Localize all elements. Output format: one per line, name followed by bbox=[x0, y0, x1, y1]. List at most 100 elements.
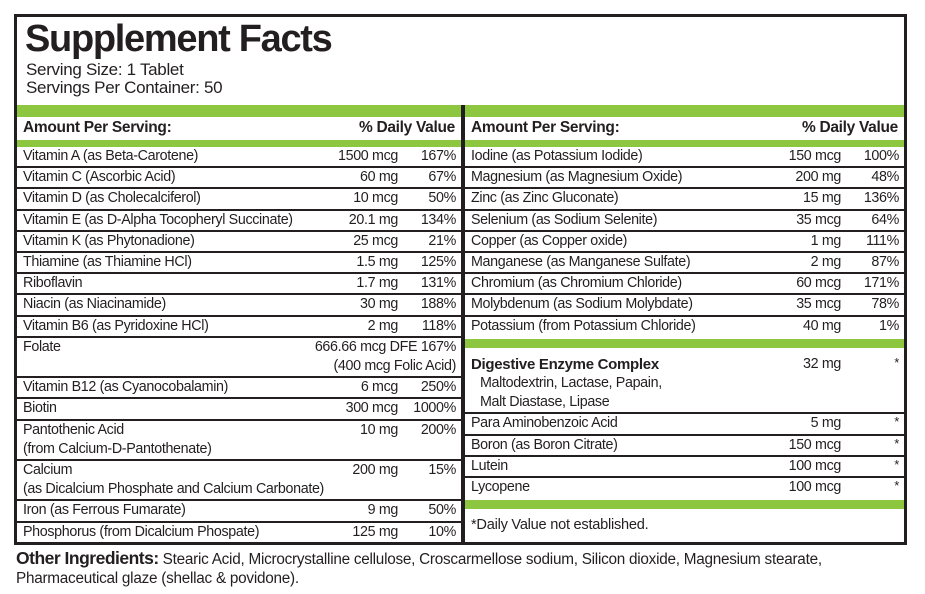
nutrient-daily-value: * bbox=[894, 435, 899, 451]
nutrient-row-line: Zinc (as Zinc Gluconate) 15 mg 136% bbox=[471, 189, 899, 208]
nutrient-row: Folate 666.66 mcg DFE 167% (400 mcg Folic … bbox=[17, 338, 461, 379]
nutrient-amount: 60 mcg bbox=[796, 275, 841, 292]
nutrient-daily-value: * bbox=[894, 478, 899, 494]
nutrient-daily-value: * bbox=[894, 414, 899, 430]
nutrient-row: Vitamin B12 (as Cyanocobalamin) 6 mcg 250% bbox=[17, 378, 461, 400]
nutrient-name: Copper (as Copper oxide) bbox=[471, 232, 628, 249]
nutrient-name: Selenium (as Sodium Selenite) bbox=[471, 211, 658, 228]
other-ingredients-label: Other Ingredients: bbox=[16, 548, 159, 568]
nutrient-row: Potassium (from Potassium Chloride) 40 mg… bbox=[465, 317, 904, 336]
nutrient-daily-value: 100% bbox=[863, 148, 900, 164]
nutrient-row: Thiamine (as Thiamine HCl) 1.5 mg 125% bbox=[17, 253, 461, 275]
nutrient-amount: 1.5 mg bbox=[356, 254, 398, 271]
serving-size-line: Serving Size: 1 Tablet bbox=[26, 60, 184, 79]
nutrient-name: Vitamin A (as Beta-Carotene) bbox=[23, 148, 199, 164]
nutrient-row-line: Boron (as Boron Citrate) 150 mcg * bbox=[471, 436, 899, 455]
nutrient-subtext: (400 mcg Folic Acid) bbox=[333, 358, 456, 375]
nutrient-daily-value: 1000% bbox=[413, 400, 456, 417]
nutrient-amount: 10 mcg bbox=[353, 190, 398, 207]
nutrient-row-line: Vitamin E (as D-Alpha Tocopheryl Succina… bbox=[23, 211, 456, 230]
nutrient-amount: 1 mg bbox=[810, 232, 842, 249]
nutrient-daily-value: 1% bbox=[879, 317, 899, 334]
nutrient-row-line: Chromium (as Chromium Chloride) 60 mcg 171… bbox=[471, 274, 899, 293]
nutrient-amount: 10 mg bbox=[360, 421, 398, 438]
green-divider-bar bbox=[465, 338, 904, 348]
nutrient-name: Niacin (as Niacinamide) bbox=[23, 296, 166, 313]
nutrient-row: Pantothenic Acid 10 mg 200% (from Calcium-D… bbox=[17, 421, 461, 462]
nutrient-row-line: Selenium (as Sodium Selenite) 35 mcg 64% bbox=[471, 211, 899, 230]
nutrient-row-line: Manganese (as Manganese Sulfate) 2 mg 87% bbox=[471, 253, 899, 272]
nutrient-daily-value: 171% bbox=[863, 275, 900, 292]
nutrition-column-right: Amount Per Serving: % Daily Value Iodine… bbox=[465, 117, 904, 542]
nutrient-daily-value: 200% bbox=[420, 421, 457, 438]
nutrient-row-line: Niacin (as Niacinamide) 30 mg 188% bbox=[23, 295, 456, 314]
nutrient-amount: 2 mg bbox=[367, 317, 399, 334]
nutrient-amount: 2 mg bbox=[810, 254, 842, 271]
column-header-left: Amount Per Serving: % Daily Value bbox=[17, 117, 461, 140]
nutrient-amount: 200 mg bbox=[352, 462, 398, 479]
nutrient-amount: 15 mg bbox=[803, 190, 841, 207]
nutrient-row: Vitamin D (as Cholecalciferol) 10 mcg 50% bbox=[17, 189, 461, 211]
nutrient-amount: 100 mcg bbox=[788, 479, 842, 496]
panel-title: Supplement Facts bbox=[25, 18, 333, 60]
nutrient-amount: 300 mcg bbox=[345, 400, 399, 417]
nutrient-row: Vitamin K (as Phytonadione) 25 mcg 21% bbox=[17, 232, 461, 254]
nutrient-daily-value: 21% bbox=[428, 232, 456, 249]
nutrient-name: Vitamin C (Ascorbic Acid) bbox=[23, 169, 176, 186]
amount-per-serving-label: Amount Per Serving: bbox=[23, 119, 172, 136]
nutrient-row-line: Vitamin C (Ascorbic Acid) 60 mg 67% bbox=[23, 168, 456, 187]
nutrient-name: Lycopene bbox=[471, 479, 530, 496]
column-header-right: Amount Per Serving: % Daily Value bbox=[465, 117, 904, 140]
servings-per-container-line: Servings Per Container: 50 bbox=[26, 78, 223, 97]
nutrient-amount: 20.1 mg bbox=[348, 211, 399, 228]
nutrient-row-line: Magnesium (as Magnesium Oxide) 200 mg 48% bbox=[471, 168, 899, 187]
nutrient-row: Copper (as Copper oxide) 1 mg 111% bbox=[465, 232, 904, 254]
nutrient-row-line: Copper (as Copper oxide) 1 mg 111% bbox=[471, 232, 899, 251]
nutrient-amount: 40 mg bbox=[803, 317, 841, 334]
nutrient-name: Iron (as Ferrous Fumarate) bbox=[23, 502, 186, 519]
nutrient-name: Boron (as Boron Citrate) bbox=[471, 436, 618, 453]
nutrient-row-line: Vitamin B6 (as Pyridoxine HCl) 2 mg 118% bbox=[23, 317, 456, 336]
nutrient-row: Niacin (as Niacinamide) 30 mg 188% bbox=[17, 295, 461, 317]
nutrient-row: Chromium (as Chromium Chloride) 60 mcg 171… bbox=[465, 274, 904, 296]
nutrient-amount: 150 mcg bbox=[788, 436, 842, 453]
nutrient-row: Vitamin C (Ascorbic Acid) 60 mg 67% bbox=[17, 168, 461, 190]
nutrient-row-line: Phosphorus (from Dicalcium Phospate) 125 … bbox=[23, 523, 456, 542]
nutrient-row-line: Iron (as Ferrous Fumarate) 9 mg 50% bbox=[23, 501, 456, 520]
facts-table: Amount Per Serving: % Daily Value Vitami… bbox=[17, 105, 904, 542]
nutrient-row: Iron (as Ferrous Fumarate) 9 mg 50% bbox=[17, 501, 461, 523]
other-ingredients: Other Ingredients: Stearic Acid, Microcr… bbox=[16, 549, 914, 588]
nutrient-subtext: Malt Diastase, Lipase bbox=[480, 394, 610, 411]
nutrient-row-line: Vitamin D (as Cholecalciferol) 10 mcg 50% bbox=[23, 189, 456, 208]
nutrient-daily-value: 15% bbox=[428, 462, 456, 479]
nutrient-row-line: Pantothenic Acid 10 mg 200% bbox=[23, 421, 456, 440]
nutrient-name: Zinc (as Zinc Gluconate) bbox=[471, 190, 619, 207]
nutrient-row-line: Folate 666.66 mcg DFE 167% bbox=[23, 338, 456, 357]
nutrient-name: Vitamin B6 (as Pyridoxine HCl) bbox=[23, 317, 209, 334]
nutrient-daily-value: 78% bbox=[871, 296, 899, 313]
nutrient-amount: 6 mcg bbox=[360, 379, 399, 396]
nutrient-name: Vitamin E (as D-Alpha Tocopheryl Succina… bbox=[23, 211, 293, 228]
column-header-underline-bar bbox=[17, 140, 461, 147]
nutrient-row-line: Vitamin B12 (as Cyanocobalamin) 6 mcg 250% bbox=[23, 378, 456, 397]
nutrient-row-line: Thiamine (as Thiamine HCl) 1.5 mg 125% bbox=[23, 253, 456, 272]
nutrient-daily-value: 188% bbox=[420, 296, 457, 313]
nutrient-daily-value: 134% bbox=[420, 211, 457, 228]
nutrient-amount: 150 mcg bbox=[788, 148, 842, 164]
nutrient-row: Para Aminobenzoic Acid 5 mg * bbox=[465, 414, 904, 436]
nutrient-name: Potassium (from Potassium Chloride) bbox=[471, 317, 696, 334]
nutrient-rows-right: Iodine (as Potassium Iodide) 150 mcg 100% M… bbox=[465, 147, 904, 535]
nutrient-row: Boron (as Boron Citrate) 150 mcg * bbox=[465, 436, 904, 457]
nutrient-name: Manganese (as Manganese Sulfate) bbox=[471, 254, 691, 271]
nutrient-daily-value: 125% bbox=[420, 254, 457, 271]
nutrient-row: Phosphorus (from Dicalcium Phospate) 125 … bbox=[17, 523, 461, 542]
daily-value-label: % Daily Value bbox=[358, 119, 455, 136]
nutrient-amount: 1500 mcg bbox=[338, 148, 398, 164]
nutrient-row: Vitamin E (as D-Alpha Tocopheryl Succina… bbox=[17, 211, 461, 232]
nutrient-amount: 200 mg bbox=[795, 169, 841, 186]
nutrient-daily-value: * bbox=[894, 354, 899, 370]
supplement-facts-panel: Supplement Facts Serving Size: 1 Tablet … bbox=[14, 14, 907, 545]
nutrient-row-line: Digestive Enzyme Complex 32 mg * bbox=[471, 355, 899, 374]
nutrient-name: Folate bbox=[23, 338, 61, 355]
